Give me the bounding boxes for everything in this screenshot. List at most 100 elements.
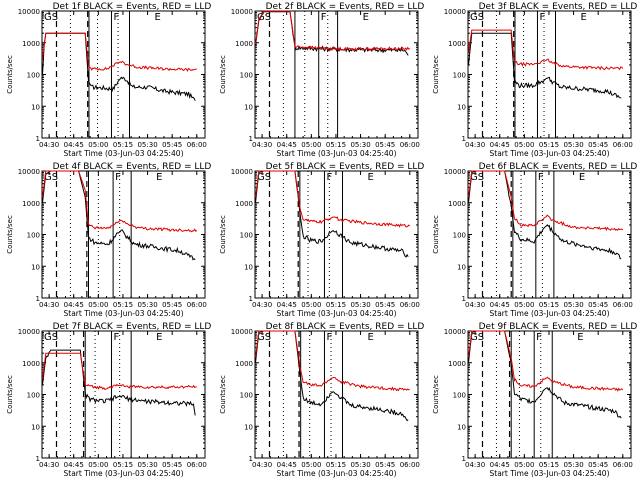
y-tick-label: 100 xyxy=(240,232,253,240)
x-axis-label: Start Time (03-Jun-03 04:25:40) xyxy=(490,469,610,478)
x-tick-label: 06:00 xyxy=(400,461,420,469)
x-tick-label: 04:45 xyxy=(277,141,297,149)
y-tick-label: 10000 xyxy=(444,8,466,16)
y-tick-label: 1 xyxy=(249,135,253,143)
region-label: F xyxy=(538,172,544,183)
y-tick-label: 10000 xyxy=(18,8,40,16)
detector-panel-5: Det 5f BLACK = Events, RED = LLD 1 10 100 10… xyxy=(213,160,426,320)
x-tick-label: 05:15 xyxy=(326,141,346,149)
x-tick-label: 04:45 xyxy=(490,141,510,149)
region-label: GS xyxy=(44,172,58,183)
x-tick-label: 05:00 xyxy=(514,461,534,469)
y-tick-label: 10 xyxy=(457,423,466,431)
detector-chart-7: Det 7f BLACK = Events, RED = LLD 1 10 100 10… xyxy=(6,322,211,478)
x-tick-label: 04:45 xyxy=(64,141,84,149)
x-axis-label: Start Time (03-Jun-03 04:25:40) xyxy=(277,149,397,158)
x-tick-label: 05:15 xyxy=(539,461,559,469)
chart-title: Det 4f BLACK = Events, RED = LLD xyxy=(53,162,212,172)
x-tick-label: 04:30 xyxy=(39,461,59,469)
detector-chart-2: Det 2f BLACK = Events, RED = LLD 1 10 100 10… xyxy=(219,2,425,158)
y-tick-label: 10 xyxy=(31,263,40,271)
x-tick-label: 05:00 xyxy=(301,301,321,309)
y-tick-label: 1 xyxy=(249,455,253,463)
x-tick-label: 04:30 xyxy=(252,141,272,149)
y-tick-label: 1000 xyxy=(22,40,40,48)
chart-title: Det 8f BLACK = Events, RED = LLD xyxy=(266,322,425,332)
region-label: F xyxy=(113,332,119,343)
y-tick-label: 10000 xyxy=(444,328,466,336)
detector-chart-3: Det 3f BLACK = Events, RED = LLD 1 10 100 10… xyxy=(432,2,637,158)
y-tick-label: 10000 xyxy=(18,168,40,176)
plot-frame xyxy=(254,10,419,139)
y-tick-label: 10 xyxy=(244,423,253,431)
y-tick-label: 10000 xyxy=(444,168,466,176)
region-label: F xyxy=(113,12,119,23)
y-tick-label: 1 xyxy=(462,135,466,143)
y-tick-label: 1000 xyxy=(235,360,253,368)
x-tick-label: 05:15 xyxy=(113,141,133,149)
series-line-events xyxy=(255,330,409,422)
x-tick-label: 05:00 xyxy=(514,141,534,149)
x-axis-label: Start Time (03-Jun-03 04:25:40) xyxy=(64,149,184,158)
series-line-events xyxy=(468,170,622,260)
series-line-events xyxy=(42,349,196,416)
region-label: F xyxy=(115,172,121,183)
y-tick-label: 100 xyxy=(453,392,466,400)
y-tick-label: 10 xyxy=(31,423,40,431)
x-tick-label: 05:30 xyxy=(350,301,370,309)
x-tick-label: 06:00 xyxy=(613,461,633,469)
y-axis-label: Counts/sec xyxy=(432,215,440,254)
detector-panel-8: Det 8f BLACK = Events, RED = LLD 1 10 100 10… xyxy=(213,320,426,480)
series-line-lld xyxy=(255,170,411,228)
region-label: GS xyxy=(257,332,271,343)
x-tick-label: 05:45 xyxy=(375,141,395,149)
region-label: GS xyxy=(470,12,484,23)
y-tick-label: 10 xyxy=(244,263,253,271)
region-label: F xyxy=(536,332,542,343)
detector-chart-4: Det 4f BLACK = Events, RED = LLD 1 10 100 10… xyxy=(6,162,212,318)
x-tick-label: 04:30 xyxy=(252,301,272,309)
y-axis-label: Counts/sec xyxy=(432,55,440,94)
x-tick-label: 05:15 xyxy=(113,301,133,309)
region-label: GS xyxy=(44,12,58,23)
series-line-lld xyxy=(42,352,197,391)
x-tick-label: 05:30 xyxy=(350,141,370,149)
chart-title: Det 2f BLACK = Events, RED = LLD xyxy=(266,2,425,12)
plot-frame xyxy=(467,330,632,459)
y-tick-label: 10 xyxy=(457,263,466,271)
y-tick-label: 1000 xyxy=(448,40,466,48)
region-label: E xyxy=(156,332,162,343)
x-tick-label: 05:00 xyxy=(88,141,108,149)
x-tick-label: 05:30 xyxy=(563,141,583,149)
region-label: GS xyxy=(470,332,484,343)
y-tick-label: 1000 xyxy=(22,200,40,208)
series-line-events xyxy=(42,32,196,101)
series-line-lld xyxy=(42,32,197,72)
region-label: F xyxy=(539,12,545,23)
y-tick-label: 1000 xyxy=(448,200,466,208)
y-tick-label: 10 xyxy=(457,103,466,111)
region-label: E xyxy=(368,332,374,343)
x-tick-label: 06:00 xyxy=(400,301,420,309)
x-tick-label: 05:45 xyxy=(162,461,182,469)
x-axis-label: Start Time (03-Jun-03 04:25:40) xyxy=(490,309,610,318)
detector-panel-7: Det 7f BLACK = Events, RED = LLD 1 10 100 10… xyxy=(0,320,213,480)
y-tick-label: 100 xyxy=(240,392,253,400)
y-axis-label: Counts/sec xyxy=(432,375,440,414)
y-axis-label: Counts/sec xyxy=(6,215,14,254)
y-axis-label: Counts/sec xyxy=(219,55,227,94)
series-line-lld xyxy=(468,170,624,232)
x-tick-label: 05:30 xyxy=(350,461,370,469)
region-label: E xyxy=(581,12,587,23)
chart-title: Det 1f BLACK = Events, RED = LLD xyxy=(53,2,212,12)
plot-frame xyxy=(467,170,632,299)
region-label: E xyxy=(156,172,162,183)
plot-frame xyxy=(41,170,206,299)
x-tick-label: 05:00 xyxy=(88,301,108,309)
y-tick-label: 100 xyxy=(27,232,40,240)
plot-frame xyxy=(254,170,419,299)
x-tick-label: 04:45 xyxy=(490,461,510,469)
y-tick-label: 100 xyxy=(453,232,466,240)
y-tick-label: 1 xyxy=(249,295,253,303)
region-label: F xyxy=(326,172,332,183)
